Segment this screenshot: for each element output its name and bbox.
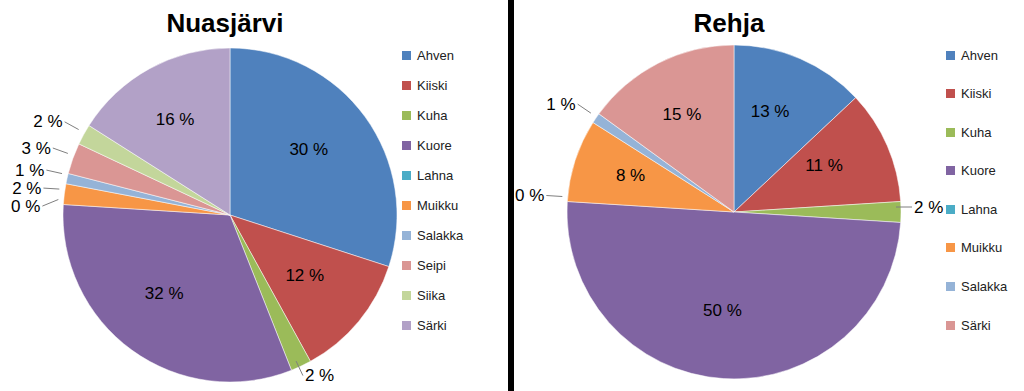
svg-text:13 %: 13 % [751,102,790,121]
svg-text:2 %: 2 % [33,112,62,131]
html-text:Kuore: Kuore [961,163,996,179]
html-text:Lahna: Lahna [417,167,454,183]
svg-text:11 %: 11 % [805,156,843,175]
html-text:Rehja: Rehja [693,8,765,38]
html-text:Muikku: Muikku [961,240,1003,256]
html-text:Kuha: Kuha [961,124,992,140]
html-text:Nuasjärvi: Nuasjärvi [166,8,284,38]
html-text:Salakka: Salakka [961,278,1008,294]
html-text:Särki: Särki [961,317,991,333]
html-text:Salakka: Salakka [417,227,464,243]
html-text:Ahven: Ahven [417,47,454,63]
svg-text:3 %: 3 % [22,139,51,158]
svg-text:12 %: 12 % [285,266,324,285]
svg-text:32 %: 32 % [145,284,184,303]
svg-text:30 %: 30 % [289,140,328,159]
html-text:Siika: Siika [417,287,446,303]
svg-text:1 %: 1 % [546,95,575,114]
html-text:Kuha: Kuha [417,107,448,123]
html-text:Seipi: Seipi [417,257,446,273]
html-text:Kiiski: Kiiski [961,86,992,102]
html-text:Särki: Särki [417,317,447,333]
svg-text:1 %: 1 % [15,161,44,180]
svg-text:0 %: 0 % [11,197,40,216]
svg-text:8 %: 8 % [616,166,645,185]
html-text:Kuore: Kuore [417,137,452,153]
html-text:Kiiski: Kiiski [417,77,448,93]
svg-text:2 %: 2 % [914,198,943,217]
svg-text:2 %: 2 % [305,366,334,385]
svg-text:15 %: 15 % [663,105,702,124]
svg-text:0 %: 0 % [515,186,544,205]
svg-text:2 %: 2 % [12,179,41,198]
svg-text:50 %: 50 % [703,301,742,320]
svg-text:16 %: 16 % [156,110,195,129]
html-text:Muikku: Muikku [417,197,459,213]
html-text:Ahven: Ahven [961,47,998,63]
html-text:Lahna: Lahna [961,201,998,217]
